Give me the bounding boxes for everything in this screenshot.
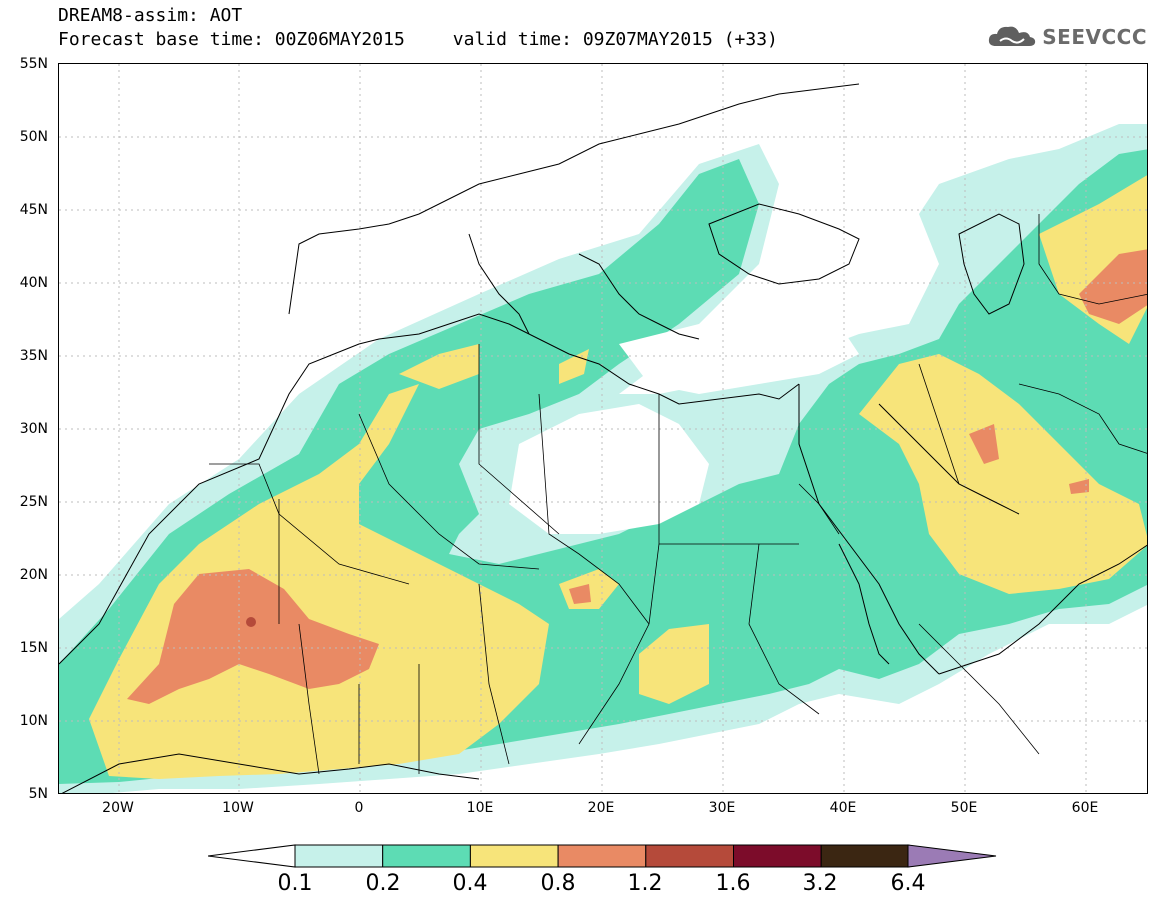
- colorbar-label: 3.2: [802, 871, 838, 896]
- colorbar-bin: [382, 844, 471, 868]
- colorbar-label: 1.6: [715, 871, 751, 896]
- lat-label: 15N: [19, 640, 48, 656]
- country-borders: [209, 214, 1147, 775]
- base-time-label: Forecast base time: 00Z06MAY2015: [58, 29, 405, 50]
- map-panel: [58, 63, 1148, 794]
- colorbar-bin: [557, 844, 647, 868]
- lon-label: 50E: [950, 800, 978, 816]
- coastlines: [59, 83, 1147, 793]
- lon-label: 20W: [102, 800, 134, 816]
- colorbar-label: 1.2: [627, 871, 663, 896]
- colorbar-label: 0.2: [365, 871, 401, 896]
- colorbar-bin: [469, 844, 559, 868]
- lon-label: 20E: [587, 800, 615, 816]
- colorbar: [208, 844, 997, 868]
- map-canvas: [59, 64, 1147, 793]
- lat-label: 45N: [19, 202, 48, 218]
- colorbar-bin: [820, 844, 910, 868]
- colorbar-label: 0.4: [452, 871, 488, 896]
- lat-label: 50N: [19, 129, 48, 145]
- colorbar-over-arrow: [907, 844, 997, 868]
- time-line: Forecast base time: 00Z06MAY2015 valid ti…: [58, 30, 778, 50]
- lon-label: 0: [354, 800, 364, 816]
- colorbar-bins: [294, 844, 910, 868]
- colorbar-bin: [645, 844, 734, 868]
- lat-label: 40N: [19, 275, 48, 291]
- colorbar-label: 6.4: [890, 871, 926, 896]
- lon-label: 40E: [829, 800, 857, 816]
- lat-label: 55N: [19, 56, 48, 72]
- chart-title: DREAM8-assim: AOT: [58, 5, 243, 26]
- graticule: [59, 64, 1147, 793]
- colorbar-bin: [733, 844, 822, 868]
- logo-text: SEEVCCC: [1042, 25, 1147, 49]
- colorbar-label: 0.8: [540, 871, 576, 896]
- colorbar-under-arrow: [208, 844, 296, 868]
- valid-time-label: valid time: 09Z07MAY2015 (+33): [452, 29, 778, 50]
- cloud-icon: [989, 26, 1036, 46]
- lat-label: 25N: [19, 494, 48, 510]
- colorbar-label: 0.1: [277, 871, 313, 896]
- lon-label: 30E: [708, 800, 736, 816]
- lon-label: 10E: [466, 800, 494, 816]
- lat-label: 35N: [19, 348, 48, 364]
- lat-label: 5N: [28, 786, 48, 802]
- lat-label: 10N: [19, 713, 48, 729]
- lat-label: 30N: [19, 421, 48, 437]
- seevccc-logo: SEEVCCC: [986, 24, 1147, 50]
- aot-level-0-8: [127, 249, 1147, 704]
- lat-label: 20N: [19, 567, 48, 583]
- lon-label: 10W: [222, 800, 254, 816]
- colorbar-bin: [294, 844, 384, 868]
- aot-level-1-2: [246, 617, 256, 627]
- lon-label: 60E: [1071, 800, 1099, 816]
